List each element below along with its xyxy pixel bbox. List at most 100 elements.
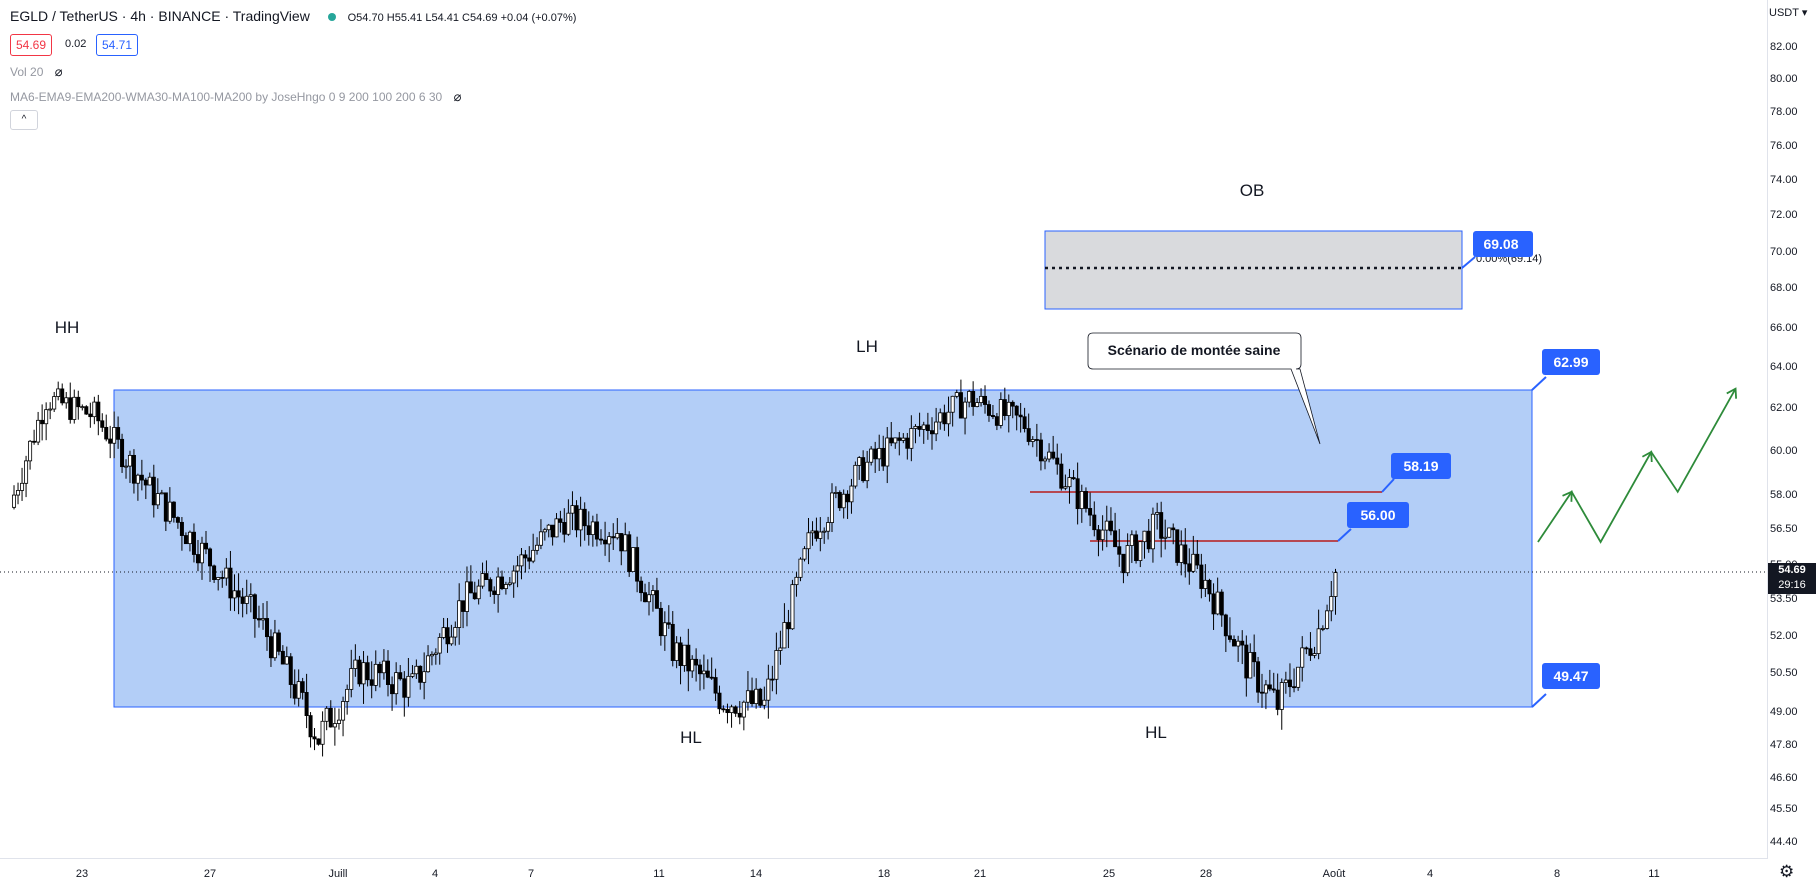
chart-pane[interactable]: Scénario de montée saine HH LH HL HL OB … <box>0 0 1768 858</box>
candle-body <box>1155 512 1160 515</box>
candle-body <box>1134 534 1139 562</box>
time-tick: 7 <box>527 868 535 880</box>
volume-indicator[interactable]: Vol 20 ⌀ <box>10 64 63 80</box>
candle-body <box>881 447 886 467</box>
candle-body <box>312 736 317 740</box>
candle-body <box>869 448 874 463</box>
candle-body <box>853 464 858 487</box>
price-tick: 52.00 <box>1770 630 1798 642</box>
candle-body <box>826 522 831 532</box>
candle-body <box>1244 644 1249 679</box>
gear-icon[interactable]: ⚙ <box>1779 862 1795 881</box>
candle-body <box>1203 579 1208 589</box>
candle-body <box>1279 682 1284 710</box>
candle-body <box>523 554 528 559</box>
collapse-legend-button[interactable]: ^ <box>10 110 38 130</box>
candle-body <box>814 530 819 539</box>
candle-body <box>476 585 481 600</box>
time-tick: 23 <box>75 868 89 880</box>
candle-body <box>971 390 976 407</box>
scenario-callout[interactable]: Scénario de montée saine <box>1087 332 1321 445</box>
candle-body <box>857 457 862 466</box>
candle-body <box>1071 477 1076 480</box>
time-tick: 4 <box>431 868 439 880</box>
candle-body <box>737 712 742 718</box>
price-axis[interactable]: 82.00 80.00 78.00 76.00 74.00 72.00 70.00 68.00… <box>1768 0 1817 858</box>
ma-indicator[interactable]: MA6-EMA9-EMA200-WMA30-MA100-MA200 by Jos… <box>10 89 461 105</box>
svg-text:49.47: 49.47 <box>1553 668 1588 684</box>
candle-body <box>1312 653 1317 656</box>
candle-body <box>48 408 53 411</box>
order-block-box[interactable] <box>1044 230 1463 310</box>
candle-body <box>790 584 795 630</box>
time-axis[interactable]: 23 27 Juill 4 7 11 14 18 21 25 28 Août 4 8 11 <box>0 858 1768 890</box>
candle-body <box>135 474 140 484</box>
candle-body <box>422 671 427 683</box>
candle-body <box>954 392 959 397</box>
candle-body <box>566 512 571 535</box>
candle-body <box>1125 545 1130 574</box>
candle-body <box>694 658 699 666</box>
candle-body <box>607 536 612 545</box>
candle-body <box>1088 508 1093 516</box>
symbol-legend[interactable]: EGLD / TetherUS · 4h · BINANCE · Trading… <box>10 8 576 24</box>
candle-body <box>654 590 659 609</box>
candle-body <box>690 658 695 672</box>
ask-price-box[interactable]: 54.71 <box>96 34 139 56</box>
label-hl-1: HL <box>680 728 702 747</box>
candle-body <box>1271 688 1276 691</box>
candle-body <box>56 388 61 397</box>
candle-body <box>1179 544 1184 563</box>
price-tick: 74.00 <box>1770 174 1798 186</box>
hide-eye-icon[interactable]: ⌀ <box>453 89 462 104</box>
symbol-title[interactable]: EGLD / TetherUS · 4h · BINANCE · Trading… <box>10 8 310 24</box>
candle-body <box>410 673 415 677</box>
candle-body <box>500 576 505 590</box>
callout-49-47[interactable]: 49.47 <box>1531 663 1600 708</box>
candle-body <box>938 412 943 423</box>
candle-body <box>503 584 508 590</box>
candle-body <box>414 665 419 675</box>
scenario-path <box>1537 388 1737 544</box>
candle-body <box>1207 579 1212 595</box>
candle-body <box>802 548 807 560</box>
candle-body <box>1232 639 1237 647</box>
range-box[interactable] <box>113 389 1533 708</box>
candle-body <box>643 592 648 603</box>
candle-body <box>535 544 540 551</box>
scenario-arrowhead <box>1726 387 1738 399</box>
candle-body <box>967 390 972 403</box>
candle-body <box>1002 399 1007 416</box>
candle-body <box>179 521 184 536</box>
hide-eye-icon[interactable]: ⌀ <box>54 64 63 79</box>
bid-price-box[interactable]: 54.69 <box>10 34 53 56</box>
candle-body <box>320 720 325 745</box>
candle-body <box>631 547 636 572</box>
candle-body <box>488 579 493 592</box>
candle-body <box>798 558 803 578</box>
callout-69[interactable]: 69.08 <box>1461 231 1533 269</box>
candle-body <box>402 678 407 698</box>
candle-body <box>171 501 176 518</box>
price-tick: 78.00 <box>1770 106 1798 118</box>
currency-selector[interactable]: USDT ▾ <box>1769 7 1808 19</box>
candle-body <box>1100 529 1105 541</box>
candle-body <box>112 427 117 444</box>
callout-56-00[interactable]: 56.00 <box>1337 502 1409 542</box>
candle-body <box>236 590 241 598</box>
candle-body <box>1215 591 1220 615</box>
svg-text:69.08: 69.08 <box>1483 236 1518 252</box>
candle-body <box>1275 689 1280 710</box>
candle-body <box>1316 628 1321 654</box>
callout-58-19[interactable]: 58.19 <box>1381 453 1451 493</box>
scenario-arrow[interactable] <box>1537 387 1738 544</box>
callout-62-99[interactable]: 62.99 <box>1531 349 1600 391</box>
candle-body <box>515 565 520 572</box>
candle-body <box>96 401 101 422</box>
svg-text:62.99: 62.99 <box>1553 354 1588 370</box>
price-chart[interactable]: Scénario de montée saine HH LH HL HL OB … <box>0 0 1767 858</box>
candle-body <box>615 533 620 539</box>
time-tick: 14 <box>749 868 763 880</box>
candle-body <box>361 662 366 685</box>
candle-body <box>725 708 730 714</box>
